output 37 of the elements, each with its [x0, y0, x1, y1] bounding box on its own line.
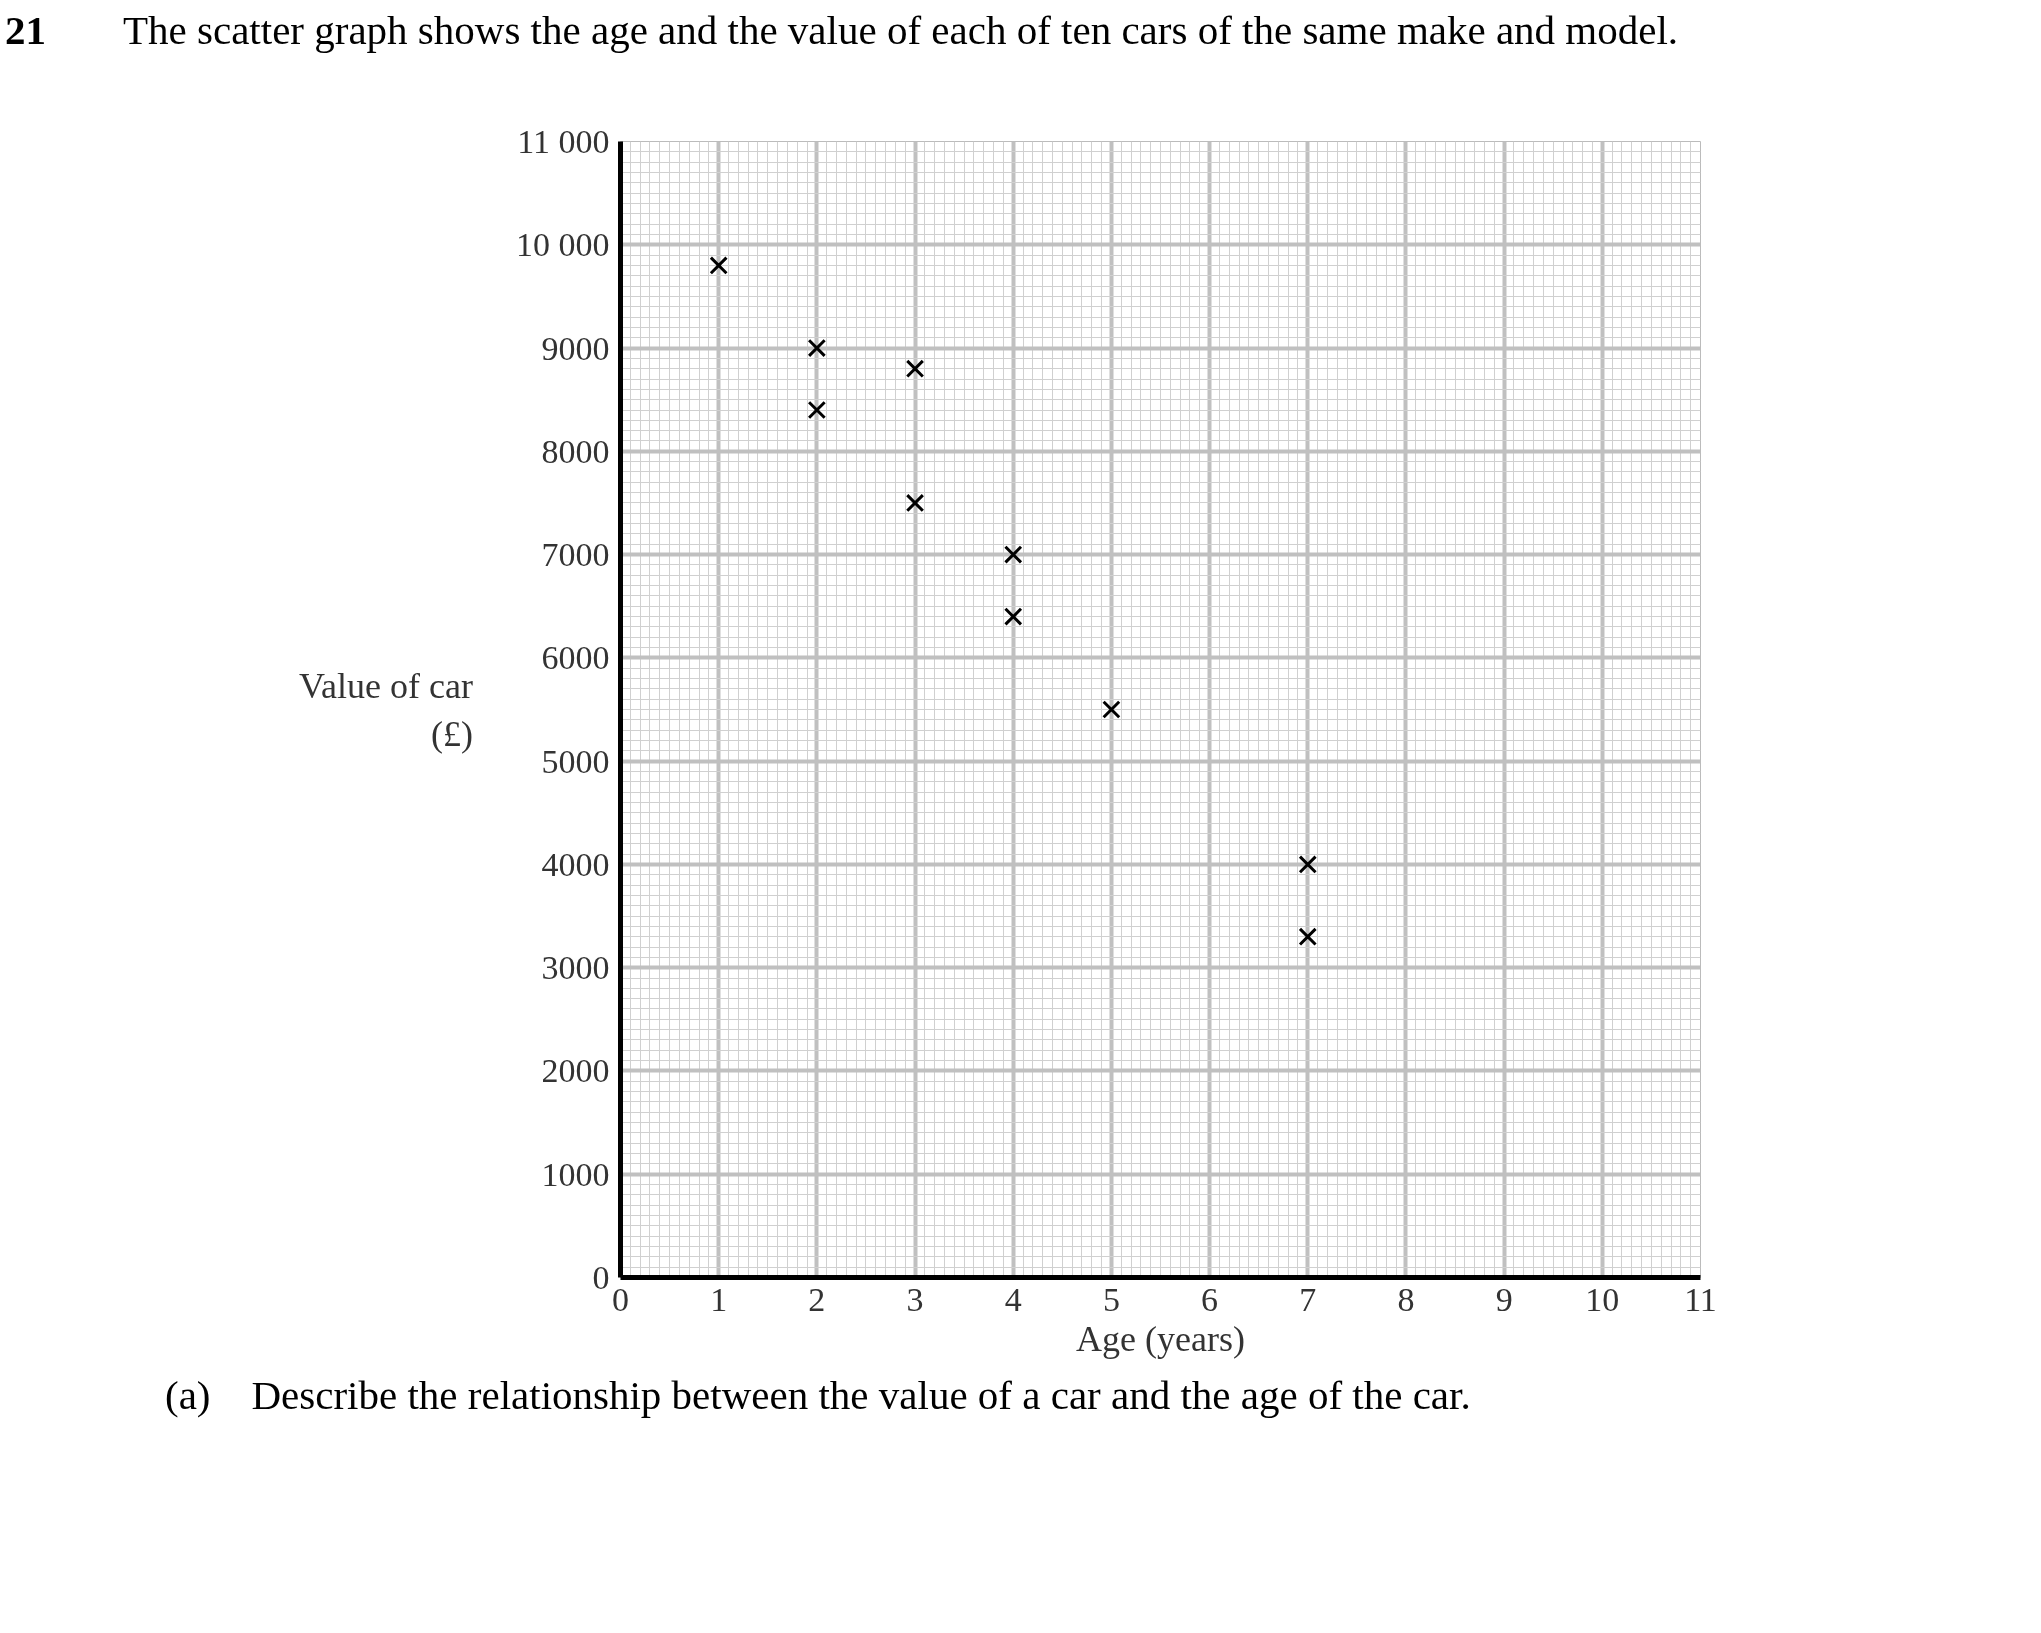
point [1003, 545, 1023, 565]
y-axis-title: Value of car (£) [299, 665, 474, 754]
point [807, 339, 827, 358]
text: 21 [5, 6, 47, 55]
y-tick-label: 9000 [541, 329, 610, 367]
y-tick-label: 6000 [541, 639, 610, 677]
point [807, 400, 827, 420]
point [1298, 927, 1318, 947]
y-tick-label: 2000 [541, 1052, 610, 1090]
x-tick-label: 8 [1397, 1280, 1415, 1318]
x-tick-label: 6 [1201, 1280, 1219, 1318]
point [709, 256, 728, 275]
x-tick-label: 10 [1585, 1280, 1620, 1318]
text: (a) Describe the relationship between the value of a car and the age of the car. [164, 1371, 1471, 1421]
x-axis-title: Age (years) [1076, 1318, 1245, 1359]
x-tick-label: 9 [1495, 1280, 1513, 1318]
chart-title: The scatter graph shows the age and the value of each of ten cars of the same make and model. [123, 6, 1680, 55]
y-tick-label: 3000 [541, 949, 610, 987]
point [1298, 855, 1318, 874]
point [905, 493, 925, 513]
y-tick-label: 7000 [541, 536, 610, 574]
x-tick-label: 4 [1004, 1280, 1022, 1318]
x-tick-label: 1 [710, 1280, 728, 1318]
y-tick-label: 11 000 [517, 123, 610, 161]
y-tick-label: 5000 [541, 742, 610, 780]
y-tick-label: 8000 [541, 433, 610, 471]
x-tick-label: 3 [906, 1280, 924, 1318]
x-tick-label: 5 [1102, 1280, 1120, 1318]
y-tick-label: 4000 [541, 846, 610, 884]
x-tick-label: 11 [1684, 1280, 1717, 1318]
x-tick-label: 7 [1299, 1280, 1317, 1318]
y-tick-label: 1000 [541, 1155, 610, 1193]
point [1003, 607, 1023, 627]
y-tick-label: 10 000 [516, 226, 610, 264]
x-tick-label: 2 [808, 1280, 826, 1318]
point [1102, 700, 1121, 720]
point [905, 359, 925, 379]
